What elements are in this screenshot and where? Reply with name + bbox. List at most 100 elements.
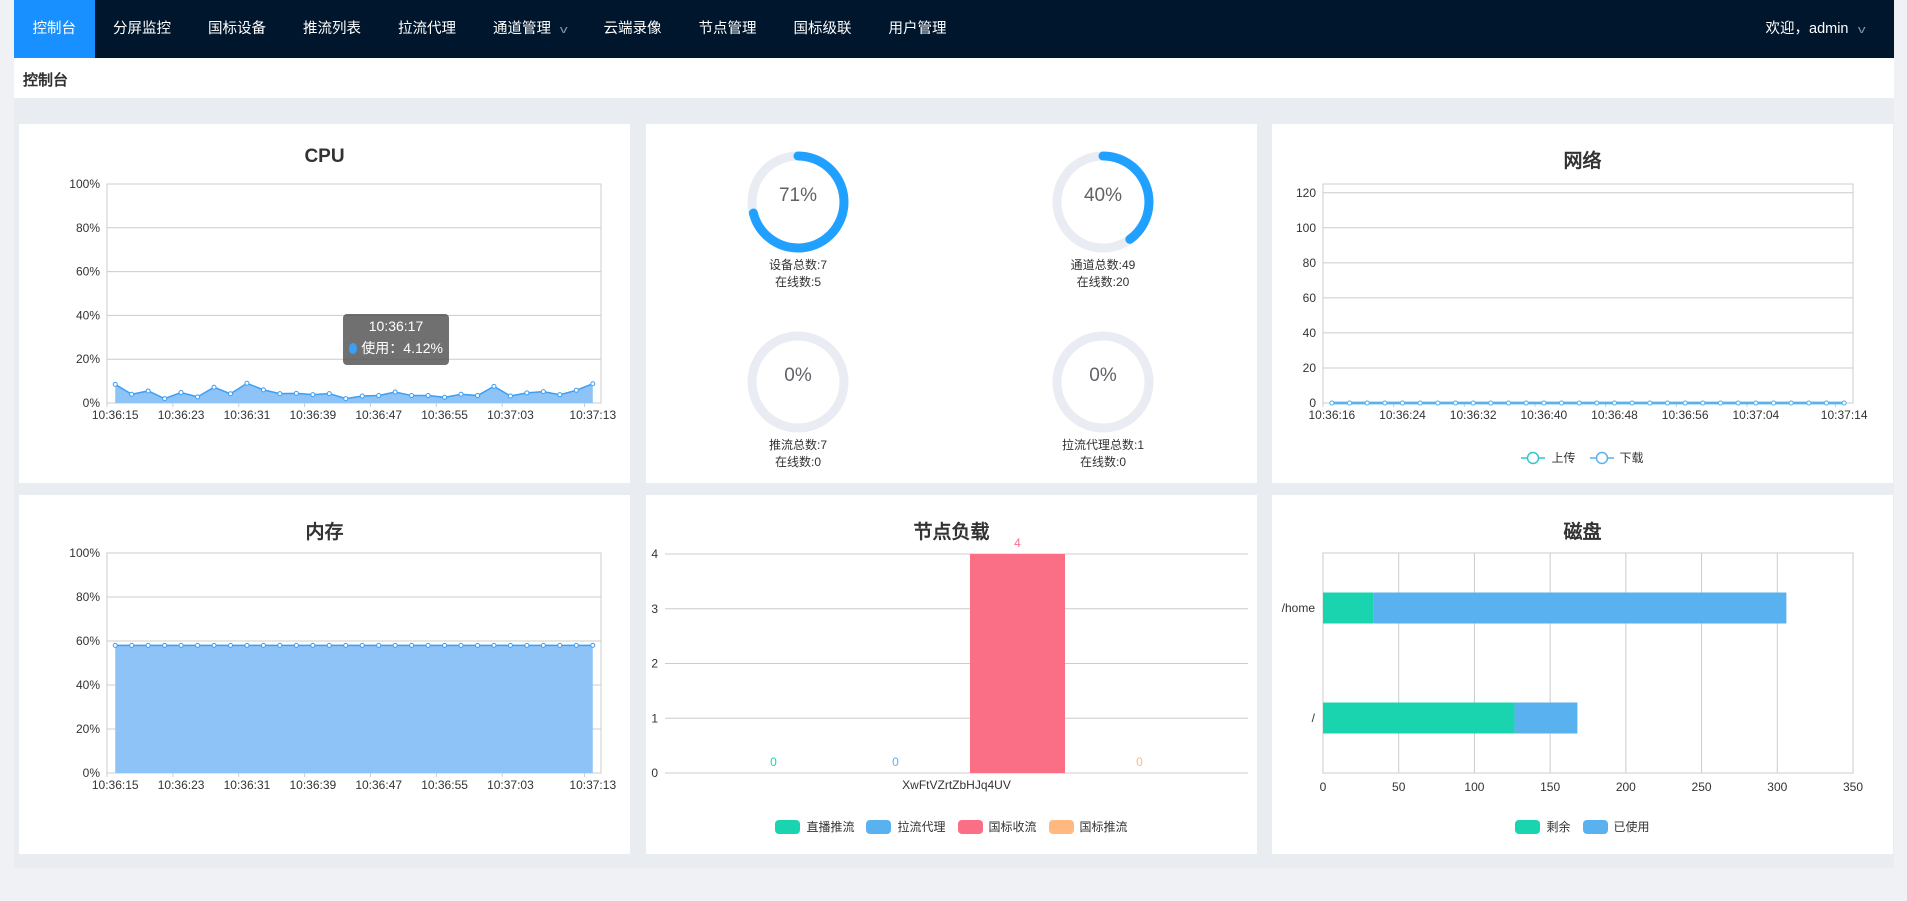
breadcrumb: 控制台 bbox=[23, 72, 69, 89]
data-point bbox=[425, 393, 431, 399]
legend-item-pull-proxy[interactable]: 拉流代理 bbox=[866, 818, 946, 835]
chart-title: 网络 bbox=[1563, 151, 1602, 172]
data-point bbox=[129, 642, 135, 648]
bar-value-label: 0 bbox=[892, 755, 899, 769]
data-point bbox=[540, 389, 546, 395]
legend-swatch bbox=[1582, 819, 1608, 834]
chevron-down-icon: v bbox=[559, 24, 568, 36]
data-point bbox=[1771, 400, 1776, 406]
data-point bbox=[1612, 400, 1617, 406]
gauge-online: 在线数:0 bbox=[1079, 455, 1126, 469]
x-tick-label: 10:36:39 bbox=[289, 408, 336, 422]
user-menu[interactable]: 欢迎，admin v bbox=[1766, 0, 1866, 58]
nav-item-gb-cascade[interactable]: 国标级联 bbox=[793, 21, 852, 37]
gauge-online: 在线数:5 bbox=[774, 275, 821, 289]
network-chart: 0 20 40 60 80 100 120 10:36:16 10:36:24 10:36:32 1… bbox=[1296, 183, 1868, 422]
legend-swatch bbox=[1048, 819, 1074, 834]
data-point bbox=[1559, 400, 1564, 406]
disk-card: 0 50 100 150 200 250 300 350 / /home 磁盘 剩余 已使用 bbox=[1272, 495, 1893, 854]
x-tick-label: 0 bbox=[1320, 780, 1327, 794]
data-point bbox=[1382, 400, 1388, 406]
y-tick-label: 4 bbox=[651, 547, 658, 561]
y-tick-label: 80 bbox=[1303, 256, 1317, 270]
legend-item-used[interactable]: 已使用 bbox=[1582, 818, 1650, 835]
nav-item-split-screen[interactable]: 分屏监控 bbox=[113, 21, 171, 37]
data-point bbox=[590, 642, 596, 648]
chart-title: CPU bbox=[304, 146, 345, 167]
data-point bbox=[409, 393, 415, 399]
data-point bbox=[195, 642, 201, 648]
nav-item-node-mgmt[interactable]: 节点管理 bbox=[698, 21, 757, 37]
y-tick-label: 100 bbox=[1296, 221, 1316, 235]
legend-item-gb-push[interactable]: 国标推流 bbox=[1048, 818, 1128, 835]
gauge-ring bbox=[747, 151, 849, 253]
data-point bbox=[1841, 400, 1847, 406]
data-point bbox=[590, 381, 596, 387]
x-tick-label: 10:36:55 bbox=[421, 778, 468, 792]
data-point bbox=[326, 391, 332, 397]
chart-legend: 剩余 已使用 bbox=[1272, 818, 1893, 835]
data-point bbox=[1347, 400, 1352, 406]
line-circle-icon bbox=[1521, 451, 1546, 464]
y-tick-label: 60% bbox=[76, 634, 100, 648]
series-dot-icon bbox=[349, 342, 358, 354]
data-point bbox=[1647, 400, 1653, 406]
data-point bbox=[1824, 400, 1829, 406]
nav-item-cloud-record[interactable]: 云端录像 bbox=[603, 21, 662, 37]
bar-value-label: 0 bbox=[770, 755, 777, 769]
data-point bbox=[524, 642, 530, 648]
y-tick-label: 2 bbox=[651, 657, 658, 671]
gauge-percent: 71% bbox=[778, 185, 818, 206]
data-point bbox=[458, 642, 464, 648]
legend-item-download[interactable]: 下载 bbox=[1589, 449, 1644, 466]
data-point bbox=[1523, 400, 1529, 406]
data-point bbox=[557, 642, 563, 648]
nav-item-gb-devices[interactable]: 国标设备 bbox=[208, 21, 266, 37]
y-tick-label: 20 bbox=[1303, 361, 1317, 375]
data-point bbox=[1682, 400, 1688, 406]
legend-label: 剩余 bbox=[1546, 820, 1571, 834]
nav-item-user-mgmt[interactable]: 用户管理 bbox=[888, 21, 947, 37]
memory-card: 0% 20% 40% 60% 80% 100% 10:36:15 10:36:23 10:36:… bbox=[19, 495, 630, 854]
legend-item-free[interactable]: 剩余 bbox=[1515, 818, 1571, 835]
gauge-total: 推流总数:7 bbox=[768, 438, 827, 452]
legend-item-upload[interactable]: 上传 bbox=[1521, 449, 1576, 466]
data-point bbox=[540, 642, 546, 648]
x-tick-label: 10:37:03 bbox=[487, 408, 534, 422]
nav-item-dashboard[interactable]: 控制台 bbox=[14, 0, 95, 58]
chart-legend: 上传 下载 bbox=[1272, 449, 1893, 466]
data-point bbox=[491, 383, 497, 389]
legend-swatch bbox=[957, 819, 983, 834]
legend-item-live-push[interactable]: 直播推流 bbox=[775, 818, 854, 835]
legend-label: 下载 bbox=[1619, 451, 1644, 465]
cpu-card: 0% 20% 40% 60% 80% 100% 10:36:15 10:36:23 10:36:… bbox=[19, 124, 630, 483]
bar-segment bbox=[1323, 702, 1515, 734]
x-tick-label: 10:36:56 bbox=[1662, 408, 1709, 422]
nav-item-push-list[interactable]: 推流列表 bbox=[303, 21, 361, 37]
data-point bbox=[343, 396, 349, 402]
gauge-total: 设备总数:7 bbox=[768, 258, 827, 272]
legend-item-gb-receive[interactable]: 国标收流 bbox=[957, 818, 1037, 835]
x-tick-label: 10:36:16 bbox=[1308, 408, 1355, 422]
data-point bbox=[260, 642, 266, 648]
data-point bbox=[507, 393, 513, 399]
legend-label: 拉流代理 bbox=[897, 820, 946, 834]
legend-label: 国标推流 bbox=[1079, 820, 1128, 834]
x-tick-label: 350 bbox=[1843, 780, 1863, 794]
gauge-percent: 0% bbox=[1089, 365, 1117, 386]
legend-swatch bbox=[1515, 819, 1541, 834]
y-tick-label: 100% bbox=[69, 177, 100, 191]
gauge-total: 通道总数:49 bbox=[1070, 258, 1136, 272]
legend-label: 国标收流 bbox=[988, 820, 1037, 834]
data-point bbox=[376, 642, 382, 648]
data-point bbox=[1329, 400, 1335, 406]
x-tick-label: 300 bbox=[1767, 780, 1787, 794]
nav-item-channel-mgmt[interactable]: 通道管理 v bbox=[475, 0, 586, 58]
nav-item-pull-proxy[interactable]: 拉流代理 bbox=[398, 21, 456, 37]
data-point bbox=[442, 642, 448, 648]
data-point bbox=[1364, 400, 1370, 406]
bar-segment bbox=[1373, 592, 1787, 624]
data-point bbox=[228, 391, 233, 397]
network-card: 0 20 40 60 80 100 120 10:36:16 10:36:24 10:36:32 1… bbox=[1272, 124, 1893, 483]
